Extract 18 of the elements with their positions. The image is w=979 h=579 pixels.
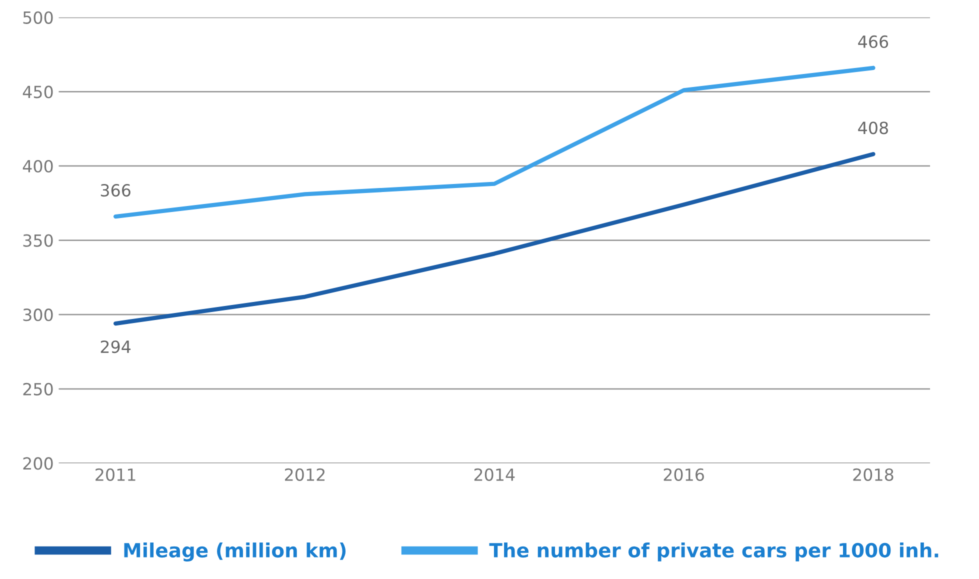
data-label: 366: [100, 184, 130, 197]
y-tick-label: 250: [23, 382, 53, 396]
y-tick-label: 300: [23, 308, 53, 322]
y-tick-label: 500: [23, 11, 53, 24]
data-label: 466: [858, 35, 888, 48]
x-tick-label: 2016: [664, 468, 704, 481]
x-tick-label: 2012: [284, 468, 325, 481]
x-tick-label: 2018: [853, 468, 894, 481]
x-tick-label: 2014: [474, 468, 515, 481]
y-tick-label: 350: [23, 234, 53, 247]
data-label: 294: [100, 340, 131, 354]
legend-label: Mileage (million km): [124, 542, 346, 562]
legend-label: The number of private cars per 1000 inh.: [489, 542, 938, 562]
x-tick-label: 2011: [96, 468, 136, 481]
data-label: 408: [858, 122, 888, 134]
y-tick-label: 450: [22, 86, 53, 98]
y-tick-label: 400: [22, 160, 53, 173]
y-tick-label: 200: [23, 457, 53, 470]
